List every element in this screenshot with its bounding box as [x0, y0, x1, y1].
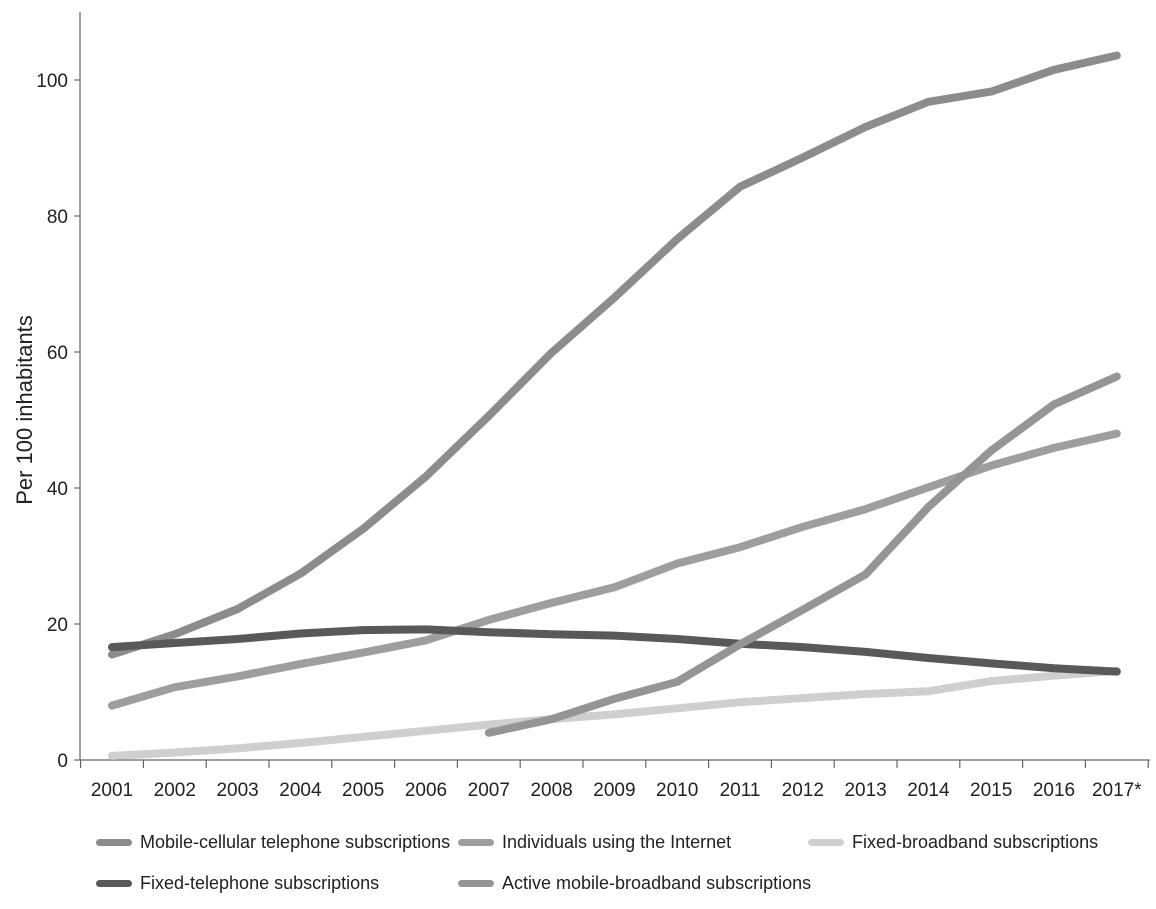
y-tick-label: 40	[47, 479, 68, 500]
legend-item-mobile-cellular: Mobile-cellular telephone subscriptions	[96, 832, 450, 853]
legend-label: Fixed-telephone subscriptions	[140, 873, 380, 893]
x-tick-label: 2016	[1033, 780, 1075, 801]
series-line-2	[108, 666, 1121, 760]
axes	[74, 12, 1150, 768]
x-tick-label: 2001	[91, 780, 133, 801]
series-line-4	[484, 372, 1121, 737]
y-tick-label: 80	[47, 207, 68, 228]
x-tick-label: 2010	[656, 780, 698, 801]
legend-label: Active mobile-broadband subscriptions	[502, 873, 812, 893]
x-tick-label: 2015	[970, 780, 1012, 801]
legend-swatch	[458, 880, 494, 887]
legend-label: Mobile-cellular telephone subscriptions	[140, 832, 451, 852]
series-line-1	[108, 429, 1121, 710]
y-tick-label: 60	[47, 343, 68, 364]
legend: Mobile-cellular telephone subscriptions …	[0, 820, 1156, 909]
series-lines	[108, 51, 1121, 760]
y-axis-title: Per 100 inhabitants	[12, 315, 37, 505]
x-tick-label: 2013	[844, 780, 886, 801]
x-tick-label: 2002	[154, 780, 196, 801]
y-tick-label: 20	[47, 615, 68, 636]
tick-labels: 0 20 40 60 80 100 2001 2002 2003 2004 2005 2006 2007…	[36, 71, 1142, 801]
y-tick-label: 100	[36, 71, 68, 92]
x-tick-label: 2014	[907, 780, 950, 801]
x-tick-label: 2009	[593, 780, 635, 801]
legend-swatch	[458, 839, 494, 846]
legend-item-fixed-broadband: Fixed-broadband subscriptions	[808, 832, 1098, 853]
legend-item-internet-users: Individuals using the Internet	[458, 832, 731, 853]
legend-swatch	[808, 839, 844, 846]
x-tick-label: 2006	[405, 780, 447, 801]
y-tick-label: 0	[57, 751, 68, 772]
series-line-3	[108, 625, 1121, 676]
x-tick-label: 2011	[720, 780, 761, 801]
x-tick-label: 2007	[468, 780, 510, 801]
legend-label: Fixed-broadband subscriptions	[852, 832, 1099, 852]
legend-swatch	[96, 839, 132, 846]
legend-label: Individuals using the Internet	[502, 832, 732, 852]
x-tick-label: 2004	[279, 780, 322, 801]
legend-item-fixed-telephone: Fixed-telephone subscriptions	[96, 873, 379, 894]
x-tick-label: 2005	[342, 780, 384, 801]
x-tick-label: 2012	[782, 780, 824, 801]
x-tick-label: 2003	[216, 780, 258, 801]
x-tick-label: 2017*	[1092, 780, 1142, 801]
legend-swatch	[96, 880, 132, 887]
x-tick-label: 2008	[530, 780, 572, 801]
legend-item-active-mobile-broadband: Active mobile-broadband subscriptions	[458, 873, 811, 894]
series-line-0	[108, 51, 1121, 659]
line-chart: Per 100 inhabitants 0 20 40 60 80 100 2001 2002…	[12, 12, 1150, 801]
